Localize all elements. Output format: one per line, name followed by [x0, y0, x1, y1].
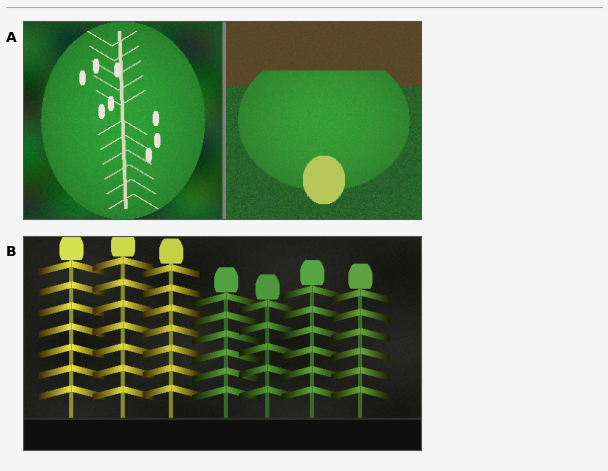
Text: B: B — [6, 245, 16, 259]
Text: A: A — [6, 31, 17, 45]
